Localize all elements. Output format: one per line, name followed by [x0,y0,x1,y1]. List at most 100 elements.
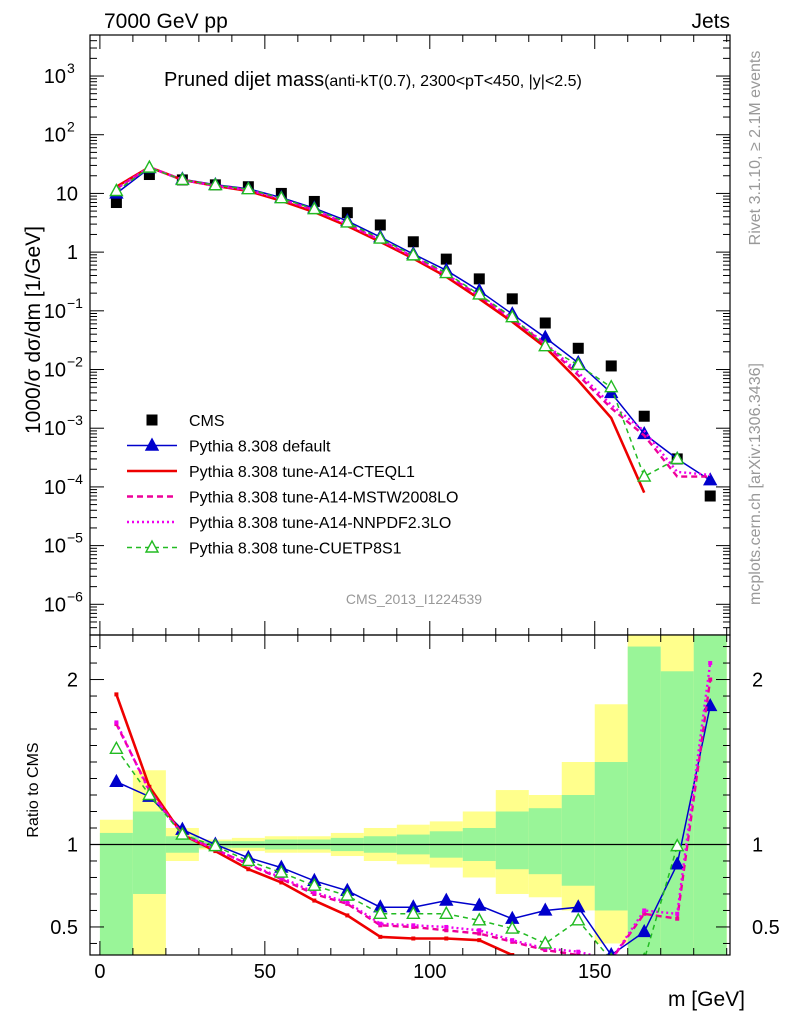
upper-tick-exponent: 3 [67,60,75,76]
header-observable-class: Jets [691,10,730,33]
upper-frame [89,34,731,636]
point-pythia-8-308-tune-cuetp8s1 [274,190,289,204]
ratio-point-pythia-8-308-tune-a14-cteql1 [114,692,119,697]
ratio-point-pythia-8-308-tune-a14-cteql1 [345,913,350,918]
point-cms [506,293,518,305]
uncertainty-band-inner [495,811,529,870]
ratio-point-pythia-8-308-tune-cuetp8s1 [439,905,454,919]
ratio-point-pythia-8-308-tune-cuetp8s1 [208,838,223,852]
ratio-point-pythia-8-308-tune-a14-mstw2008lo [675,916,680,921]
ratio-point-pythia-8-308-default [472,897,487,911]
ratio-point-pythia-8-308-default [439,892,454,906]
title-cuts: (anti-kT(0.7), 2300<pT<450, |y|<2.5) [324,73,582,90]
ratio-point-pythia-8-308-tune-cuetp8s1 [406,905,421,919]
point-cms [605,360,617,372]
ratio-series-pythia-8-308-tune-cuetp8s1 [109,740,685,955]
point-pythia-8-308-tune-cuetp8s1 [142,159,157,173]
upper-tick-label: 10 [44,66,66,88]
ratio-point-pythia-8-308-tune-a14-nnpdf2-3lo [444,924,449,929]
ratio-point-pythia-8-308-tune-a14-cteql1 [444,936,449,941]
point-pythia-8-308-default [703,472,718,486]
legend-swatch-marker [144,539,160,553]
x-tick-label: 150 [578,961,611,983]
legend-swatch-marker [146,414,158,426]
ratio-point-pythia-8-308-tune-a14-cteql1 [147,784,152,789]
point-pythia-8-308-tune-cuetp8s1 [406,247,421,261]
title-main: Pruned dijet mass [164,69,324,91]
ratio-point-pythia-8-308-tune-a14-nnpdf2-3lo [345,900,350,905]
ratio-tick-label-right: 2 [752,670,763,692]
main-title: Pruned dijet mass(anti-kT(0.7), 2300<pT<… [164,69,582,91]
point-cms [704,490,716,502]
line-pythia-8-308-tune-cuetp8s1 [115,166,678,478]
line-pythia-8-308-default [115,167,711,481]
upper-tick-exponent: −6 [67,588,83,604]
point-cms [143,169,155,181]
ratio-tick-label-right: 0.5 [752,917,780,939]
ratio-point-pythia-8-308-tune-cuetp8s1 [670,838,685,852]
point-cms [539,317,551,329]
point-pythia-8-308-tune-cuetp8s1 [604,379,619,393]
ratio-data [90,635,730,955]
ratio-point-pythia-8-308-tune-a14-nnpdf2-3lo [708,661,713,666]
upper-tick-label: 1 [67,242,78,264]
point-cms [341,207,353,219]
upper-tick-label: 10 [44,418,66,440]
upper-tick-label: 10 [56,183,78,205]
legend-entry-pythia-8-308-tune-a14-cteql1: Pythia 8.308 tune-A14-CTEQL1 [127,464,415,481]
analysis-id-label: CMS_2013_I1224539 [346,591,482,607]
point-pythia-8-308-tune-cuetp8s1 [373,230,388,244]
ratio-point-pythia-8-308-tune-a14-nnpdf2-3lo [312,890,317,895]
ratio-point-pythia-8-308-tune-a14-nnpdf2-3lo [510,938,515,943]
legend-entry-pythia-8-308-default: Pythia 8.308 default [127,437,331,456]
ratio-point-pythia-8-308-tune-cuetp8s1 [340,887,355,901]
ratio-point-pythia-8-308-tune-a14-mstw2008lo [444,928,449,933]
ratio-point-pythia-8-308-tune-a14-nnpdf2-3lo [114,720,119,725]
point-pythia-8-308-tune-cuetp8s1 [175,171,190,186]
point-pythia-8-308-tune-cuetp8s1 [307,201,322,215]
ratio-point-pythia-8-308-tune-a14-cteql1 [510,953,515,955]
uncertainty-band-inner [693,635,727,955]
ratio-point-pythia-8-308-tune-cuetp8s1 [538,935,553,949]
upper-tick-label: 10 [44,477,66,499]
ratio-point-pythia-8-308-tune-cuetp8s1 [142,787,157,801]
x-tick-label: 100 [413,961,446,983]
legend: CMS Pythia 8.308 default Pythia 8.308 tune… [127,413,458,558]
ratio-point-pythia-8-308-tune-a14-cteql1 [378,934,383,939]
point-pythia-8-308-tune-cuetp8s1 [505,309,520,323]
point-pythia-8-308-tune-cuetp8s1 [241,181,256,195]
upper-tick-label: 10 [44,594,66,616]
ratio-tick-label-right: 1 [752,834,763,856]
uncertainty-band-inner [627,646,661,955]
upper-y-axis-label: 1000/σ dσ/dm [1/GeV] [22,226,45,434]
series-pythia-8-308-tune-a14-mstw2008lo [115,165,711,478]
ratio-point-pythia-8-308-default [637,923,652,938]
series-pythia-8-308-default [109,160,718,486]
upper-tick-label: 10 [44,125,66,147]
upper-tick-label: 10 [44,301,66,323]
ratio-tick-label: 0.5 [50,917,78,939]
ratio-point-pythia-8-308-tune-cuetp8s1 [274,864,289,878]
upper-data [109,159,718,502]
ratio-line-pythia-8-308-tune-cuetp8s1 [115,748,678,955]
upper-tick-exponent: 2 [67,119,75,135]
ratio-panel: 0.5 0.5 1 1 2 2 0 50 100 150 [50,634,780,983]
point-cms [572,342,584,354]
ratio-point-pythia-8-308-default [571,899,586,913]
ratio-point-pythia-8-308-tune-a14-nnpdf2-3lo [642,908,647,913]
ratio-point-pythia-8-308-default [670,856,685,870]
ratio-point-pythia-8-308-tune-a14-mstw2008lo [642,911,647,916]
header-beam-energy: 7000 GeV pp [104,10,228,33]
legend-label: Pythia 8.308 tune-CUETP8S1 [189,541,402,558]
ratio-tick-label: 1 [67,834,78,856]
ratio-point-pythia-8-308-tune-a14-cteql1 [279,880,284,885]
uncertainty-band-inner [99,832,133,955]
point-pythia-8-308-tune-cuetp8s1 [340,214,355,228]
point-pythia-8-308-tune-cuetp8s1 [439,265,454,279]
x-tick-label: 0 [94,961,105,983]
ratio-point-pythia-8-308-tune-a14-nnpdf2-3lo [411,923,416,928]
point-pythia-8-308-tune-cuetp8s1 [208,177,223,191]
ratio-point-pythia-8-308-tune-a14-mstw2008lo [477,931,482,936]
ratio-point-pythia-8-308-tune-a14-mstw2008lo [708,677,713,682]
